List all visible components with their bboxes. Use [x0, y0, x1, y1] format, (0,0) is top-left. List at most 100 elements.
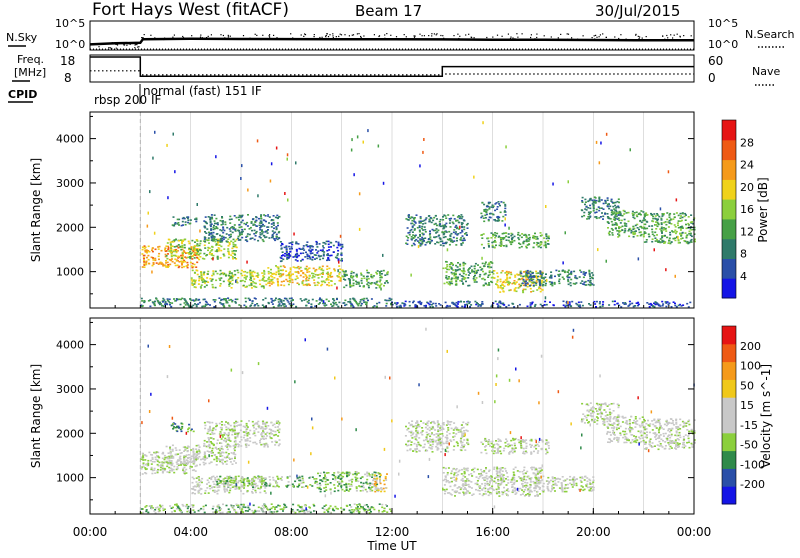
echo-cell — [168, 460, 170, 462]
echo-cell — [192, 255, 194, 257]
echo-cell — [237, 482, 239, 484]
echo-cell — [484, 263, 486, 265]
echo-cell — [376, 306, 378, 308]
echo-cell — [607, 216, 609, 218]
echo-cell — [246, 428, 248, 430]
echo-cell — [210, 437, 212, 439]
echo-cell — [153, 303, 155, 305]
echo-cell — [168, 266, 170, 268]
echo-cell — [279, 422, 281, 424]
echo-cell — [353, 272, 355, 274]
echo-cell — [563, 301, 565, 303]
echo-cell — [505, 232, 507, 234]
echo-cell — [443, 225, 445, 227]
echo-cell — [607, 204, 609, 206]
echo-cell — [253, 224, 255, 226]
echo-cell — [168, 250, 170, 252]
echo-cell — [192, 263, 194, 265]
echo-cell — [257, 431, 259, 433]
echo-cell — [568, 273, 570, 275]
echo-cell — [236, 299, 238, 301]
echo-cell — [583, 215, 585, 217]
echo-cell — [268, 271, 270, 273]
echo-cell — [589, 216, 591, 218]
echo-cell — [481, 237, 483, 239]
echo-cell — [573, 283, 575, 285]
echo-cell — [257, 272, 259, 274]
echo-cell — [232, 228, 234, 230]
echo-cell — [192, 492, 194, 494]
echo-cell — [273, 223, 275, 225]
echo-cell — [584, 204, 586, 206]
echo-cell — [677, 222, 679, 224]
echo-cell — [552, 183, 554, 186]
nsky-point — [531, 34, 532, 35]
echo-cell — [479, 274, 481, 276]
echo-cell — [187, 219, 189, 221]
echo-cell — [300, 253, 302, 255]
beam-title: Beam 17 — [355, 2, 422, 20]
echo-cell — [260, 214, 262, 216]
echo-cell — [222, 232, 224, 234]
echo-cell — [225, 298, 227, 300]
nsky-point — [465, 34, 466, 35]
echo-cell — [463, 226, 465, 228]
echo-cell — [357, 135, 359, 138]
echo-cell — [387, 282, 389, 284]
echo-cell — [265, 438, 267, 440]
echo-cell — [408, 219, 410, 221]
echo-cell — [643, 217, 645, 219]
echo-cell — [686, 303, 688, 305]
echo-cell — [154, 232, 156, 235]
echo-cell — [181, 243, 183, 245]
echo-cell — [203, 279, 205, 281]
echo-cell — [247, 225, 249, 227]
echo-cell — [496, 208, 498, 210]
nsky-point — [428, 35, 429, 36]
echo-cell — [506, 272, 508, 274]
nsky-point — [93, 44, 94, 45]
echo-cell — [666, 219, 668, 221]
echo-cell — [276, 482, 278, 484]
echo-cell — [434, 243, 436, 245]
echo-cell — [297, 260, 299, 262]
echo-cell — [208, 232, 210, 234]
echo-cell — [154, 258, 156, 260]
echo-cell — [463, 262, 465, 264]
echo-cell — [674, 230, 676, 232]
echo-cell — [691, 239, 693, 241]
echo-cell — [607, 221, 609, 223]
echo-cell — [214, 491, 216, 493]
echo-cell — [597, 248, 599, 251]
echo-cell — [205, 490, 207, 492]
nsky-point — [200, 38, 201, 39]
echo-cell — [220, 459, 222, 461]
nsky-point — [101, 44, 102, 45]
echo-cell — [414, 240, 416, 242]
echo-cell — [534, 236, 536, 238]
echo-cell — [314, 285, 316, 287]
echo-cell — [558, 270, 560, 272]
echo-cell — [201, 306, 203, 308]
echo-cell — [162, 265, 164, 267]
echo-cell — [285, 270, 287, 272]
echo-cell — [414, 229, 416, 231]
echo-cell — [234, 437, 236, 439]
echo-cell — [273, 282, 275, 284]
echo-cell — [445, 267, 447, 269]
nsky-point — [431, 35, 432, 36]
echo-cell — [182, 253, 184, 255]
echo-cell — [220, 250, 222, 252]
echo-cell — [465, 274, 467, 276]
echo-cell — [471, 266, 473, 268]
echo-cell — [497, 218, 499, 220]
echo-cell — [591, 272, 593, 274]
echo-cell — [463, 265, 465, 267]
echo-cell — [374, 282, 376, 284]
echo-cell — [505, 145, 507, 148]
echo-cell — [219, 476, 221, 478]
echo-cell — [430, 217, 432, 219]
echo-cell — [314, 271, 316, 273]
echo-cell — [183, 455, 185, 457]
echo-cell — [463, 268, 465, 270]
